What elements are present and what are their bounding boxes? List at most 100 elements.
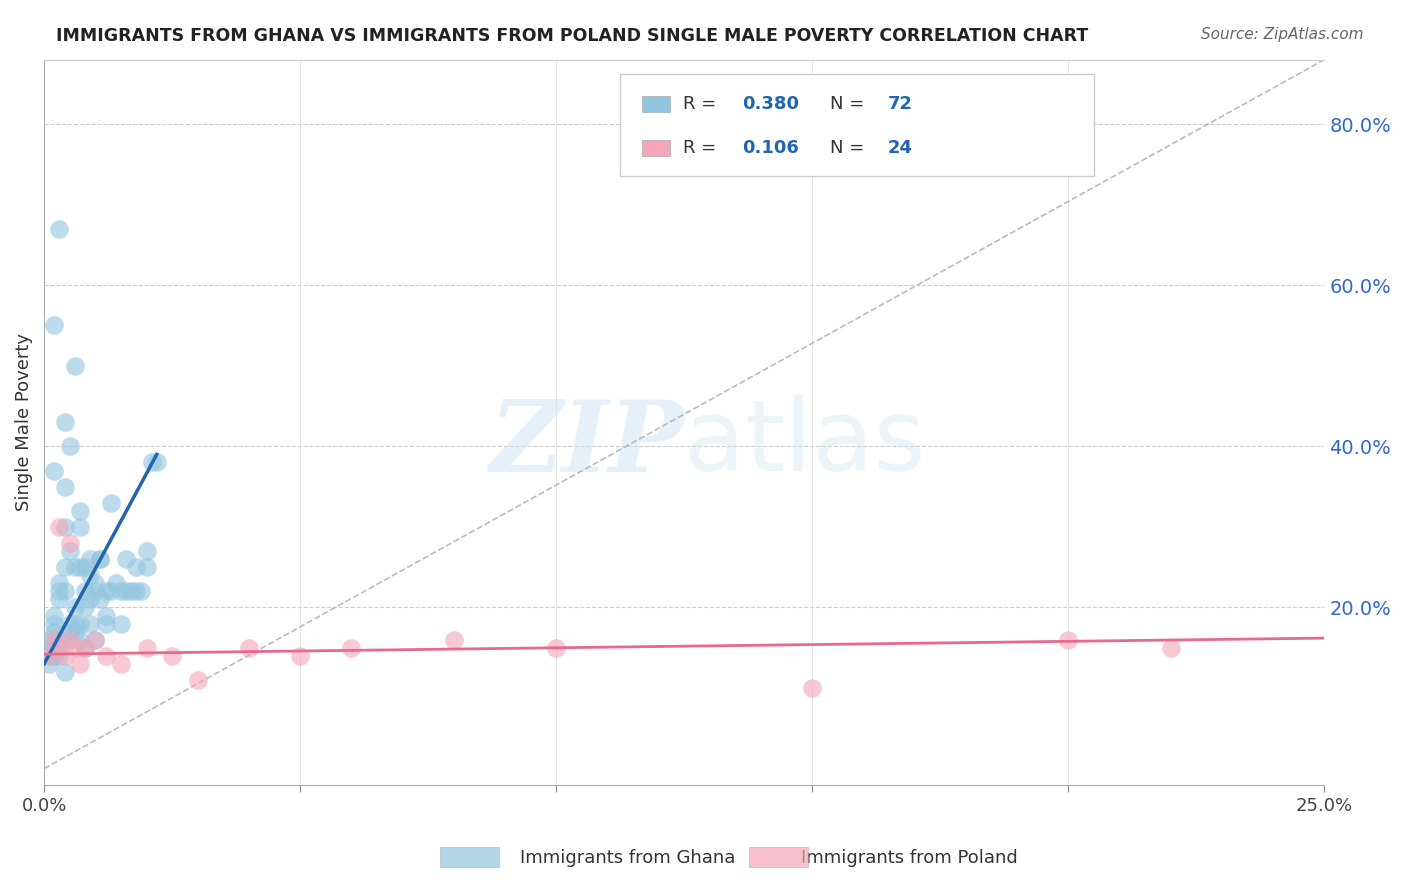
Point xyxy=(53,665,76,679)
Point xyxy=(44,318,66,333)
Point xyxy=(69,504,91,518)
Point xyxy=(75,584,97,599)
Point xyxy=(160,648,183,663)
Point xyxy=(110,657,132,671)
Point xyxy=(94,616,117,631)
Point xyxy=(546,640,568,655)
Text: ZIP: ZIP xyxy=(489,396,685,492)
Point xyxy=(53,648,76,663)
Point xyxy=(288,648,311,663)
Point xyxy=(131,584,153,599)
Point xyxy=(59,544,82,558)
Point xyxy=(63,640,86,655)
Point xyxy=(75,600,97,615)
FancyBboxPatch shape xyxy=(643,140,671,156)
Text: R =: R = xyxy=(683,95,721,113)
Point xyxy=(63,359,86,373)
Point xyxy=(89,552,111,566)
Point xyxy=(94,608,117,623)
Point xyxy=(84,584,107,599)
Point xyxy=(187,673,209,687)
Point xyxy=(44,608,66,623)
Point xyxy=(79,552,101,566)
Point xyxy=(48,520,70,534)
Point xyxy=(125,584,148,599)
Text: Source: ZipAtlas.com: Source: ZipAtlas.com xyxy=(1201,27,1364,42)
Point xyxy=(135,544,157,558)
Point xyxy=(84,576,107,591)
Point xyxy=(75,640,97,655)
Point xyxy=(44,632,66,647)
Point xyxy=(84,632,107,647)
Point xyxy=(115,584,138,599)
Point xyxy=(104,576,127,591)
Point xyxy=(38,648,60,663)
Point xyxy=(48,222,70,236)
Point xyxy=(100,584,122,599)
FancyBboxPatch shape xyxy=(643,96,671,112)
Point xyxy=(75,640,97,655)
Point xyxy=(89,552,111,566)
Point xyxy=(44,648,66,663)
Point xyxy=(38,632,60,647)
Point xyxy=(48,584,70,599)
Point xyxy=(1160,640,1182,655)
Point xyxy=(69,520,91,534)
Point xyxy=(84,632,107,647)
Point xyxy=(94,584,117,599)
Point xyxy=(63,616,86,631)
Point xyxy=(53,520,76,534)
Point xyxy=(79,568,101,582)
Point xyxy=(125,560,148,574)
Text: Immigrants from Poland: Immigrants from Poland xyxy=(801,849,1018,867)
Point xyxy=(59,632,82,647)
Point xyxy=(110,584,132,599)
Point xyxy=(38,648,60,663)
Point xyxy=(48,648,70,663)
Point xyxy=(59,616,82,631)
Point xyxy=(69,616,91,631)
FancyBboxPatch shape xyxy=(749,847,808,867)
Point xyxy=(115,552,138,566)
Point xyxy=(48,640,70,655)
Point xyxy=(59,536,82,550)
Point xyxy=(48,640,70,655)
Point xyxy=(44,640,66,655)
Point xyxy=(48,632,70,647)
Point xyxy=(59,632,82,647)
Point xyxy=(53,560,76,574)
Text: 0.380: 0.380 xyxy=(742,95,799,113)
Y-axis label: Single Male Poverty: Single Male Poverty xyxy=(15,334,32,511)
Point xyxy=(340,640,363,655)
FancyBboxPatch shape xyxy=(620,74,1094,176)
Point xyxy=(59,624,82,639)
Point xyxy=(69,560,91,574)
Point xyxy=(38,640,60,655)
Point xyxy=(135,560,157,574)
Point xyxy=(79,592,101,607)
Point xyxy=(75,560,97,574)
Text: R =: R = xyxy=(683,139,721,157)
Point xyxy=(63,624,86,639)
Point xyxy=(69,657,91,671)
Point xyxy=(120,584,142,599)
Text: atlas: atlas xyxy=(685,395,927,492)
Point xyxy=(63,560,86,574)
Text: IMMIGRANTS FROM GHANA VS IMMIGRANTS FROM POLAND SINGLE MALE POVERTY CORRELATION : IMMIGRANTS FROM GHANA VS IMMIGRANTS FROM… xyxy=(56,27,1088,45)
Point xyxy=(801,681,824,695)
Point xyxy=(141,455,163,469)
Text: Immigrants from Ghana: Immigrants from Ghana xyxy=(520,849,735,867)
Point xyxy=(100,496,122,510)
Point xyxy=(38,657,60,671)
Point xyxy=(53,480,76,494)
Point xyxy=(44,632,66,647)
Point xyxy=(48,576,70,591)
Point xyxy=(63,600,86,615)
Point xyxy=(59,439,82,453)
Text: N =: N = xyxy=(830,95,870,113)
Point xyxy=(53,584,76,599)
Text: 72: 72 xyxy=(887,95,912,113)
Point xyxy=(110,616,132,631)
FancyBboxPatch shape xyxy=(440,847,499,867)
Point xyxy=(443,632,465,647)
